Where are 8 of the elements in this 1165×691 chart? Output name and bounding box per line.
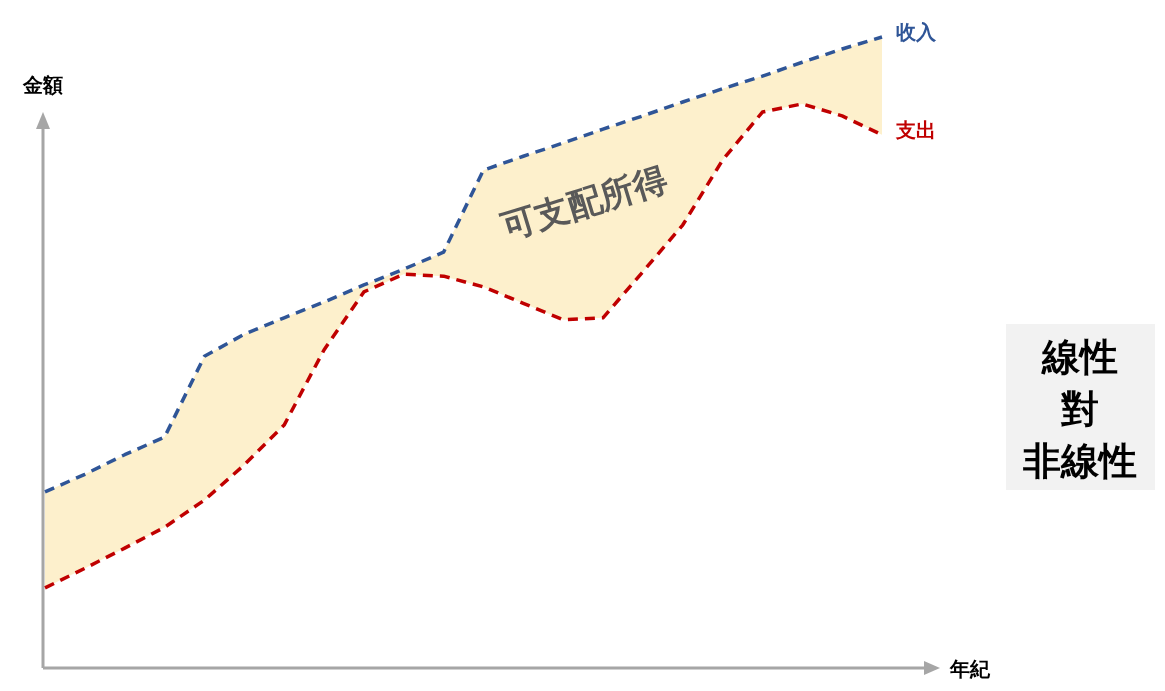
- text: 線性: [1041, 335, 1118, 379]
- series-label: 支出: [895, 117, 936, 142]
- annotation: 可支配所得: [496, 158, 672, 247]
- x-axis-title: 年紀: [949, 657, 991, 681]
- text: 非線性: [1022, 439, 1137, 483]
- text: 對: [1060, 387, 1099, 431]
- y-axis-title: 金額: [22, 73, 63, 97]
- series-label: 收入: [896, 20, 937, 44]
